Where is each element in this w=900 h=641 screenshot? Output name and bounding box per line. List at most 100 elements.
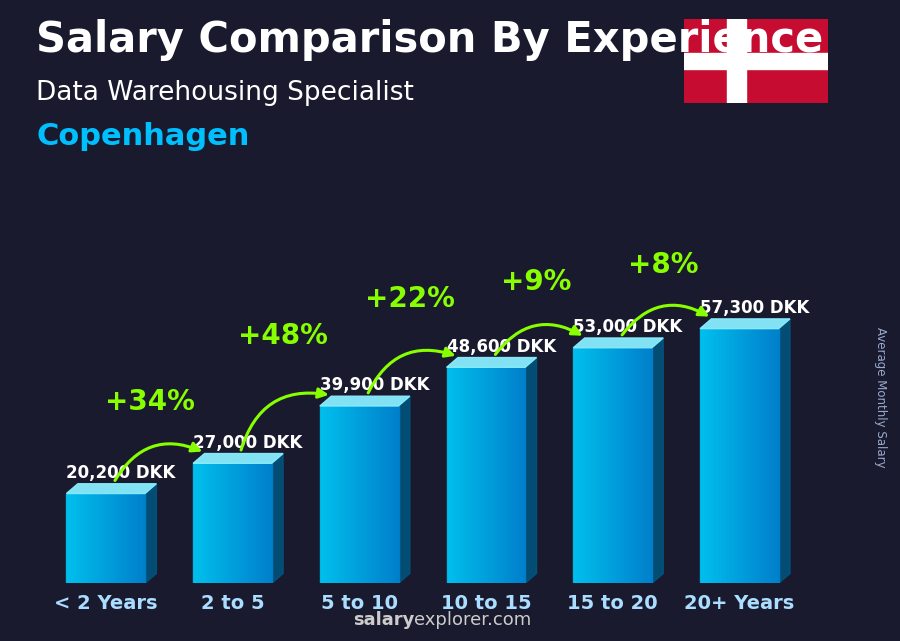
Bar: [626, 348, 627, 583]
Bar: [516, 367, 517, 583]
Bar: [201, 463, 203, 583]
Bar: [628, 348, 629, 583]
Bar: [768, 329, 769, 583]
Bar: [254, 463, 255, 583]
Bar: [269, 463, 270, 583]
Bar: [114, 494, 115, 583]
Bar: [647, 348, 648, 583]
Bar: [225, 463, 226, 583]
Polygon shape: [320, 396, 410, 406]
Polygon shape: [272, 454, 284, 583]
Bar: [141, 494, 142, 583]
Bar: [760, 329, 761, 583]
Bar: [380, 406, 381, 583]
Bar: [374, 406, 375, 583]
Bar: [245, 463, 247, 583]
Bar: [94, 494, 95, 583]
Bar: [501, 367, 503, 583]
Polygon shape: [525, 358, 536, 583]
Bar: [455, 367, 456, 583]
Bar: [753, 329, 754, 583]
Bar: [84, 494, 86, 583]
Polygon shape: [67, 484, 157, 494]
Bar: [732, 329, 733, 583]
Bar: [208, 463, 209, 583]
Bar: [348, 406, 349, 583]
Polygon shape: [194, 454, 284, 463]
Bar: [724, 329, 725, 583]
Text: +9%: +9%: [501, 268, 572, 296]
Bar: [247, 463, 248, 583]
Bar: [727, 19, 746, 103]
Bar: [486, 367, 487, 583]
Bar: [523, 367, 525, 583]
Bar: [573, 348, 574, 583]
Bar: [708, 329, 709, 583]
Bar: [206, 463, 207, 583]
Bar: [89, 494, 90, 583]
Bar: [228, 463, 229, 583]
Bar: [383, 406, 385, 583]
Bar: [766, 329, 767, 583]
Text: 39,900 DKK: 39,900 DKK: [320, 376, 429, 394]
Bar: [211, 463, 212, 583]
Bar: [251, 463, 252, 583]
Bar: [138, 494, 140, 583]
Bar: [756, 329, 757, 583]
Polygon shape: [778, 319, 790, 583]
Bar: [90, 494, 91, 583]
Bar: [391, 406, 392, 583]
Bar: [588, 348, 590, 583]
Bar: [701, 329, 702, 583]
Bar: [268, 463, 269, 583]
Bar: [116, 494, 118, 583]
Bar: [770, 329, 772, 583]
Bar: [575, 348, 576, 583]
Text: Salary Comparison By Experience: Salary Comparison By Experience: [36, 19, 824, 62]
Bar: [607, 348, 608, 583]
Bar: [259, 463, 260, 583]
Bar: [700, 329, 701, 583]
Bar: [214, 463, 215, 583]
Bar: [227, 463, 228, 583]
Bar: [497, 367, 498, 583]
Bar: [91, 494, 92, 583]
Bar: [81, 494, 82, 583]
Bar: [378, 406, 379, 583]
Bar: [98, 494, 99, 583]
Bar: [643, 348, 644, 583]
Bar: [197, 463, 198, 583]
Bar: [338, 406, 339, 583]
Bar: [142, 494, 143, 583]
Bar: [723, 329, 724, 583]
Bar: [513, 367, 515, 583]
Text: Copenhagen: Copenhagen: [36, 122, 249, 151]
Bar: [592, 348, 593, 583]
Bar: [510, 367, 511, 583]
Bar: [345, 406, 346, 583]
Bar: [339, 406, 340, 583]
Bar: [209, 463, 210, 583]
Text: 57,300 DKK: 57,300 DKK: [700, 299, 809, 317]
Bar: [744, 329, 745, 583]
Bar: [105, 494, 107, 583]
Bar: [620, 348, 622, 583]
Bar: [362, 406, 364, 583]
Bar: [627, 348, 628, 583]
Bar: [111, 494, 112, 583]
Bar: [70, 494, 71, 583]
Bar: [320, 406, 321, 583]
Bar: [616, 348, 617, 583]
Bar: [474, 367, 475, 583]
Bar: [759, 329, 760, 583]
Bar: [238, 463, 239, 583]
Bar: [484, 367, 485, 583]
Bar: [97, 494, 98, 583]
Bar: [717, 329, 719, 583]
Bar: [204, 463, 205, 583]
Bar: [344, 406, 345, 583]
Bar: [83, 494, 85, 583]
Bar: [347, 406, 348, 583]
Bar: [748, 329, 749, 583]
Bar: [137, 494, 139, 583]
